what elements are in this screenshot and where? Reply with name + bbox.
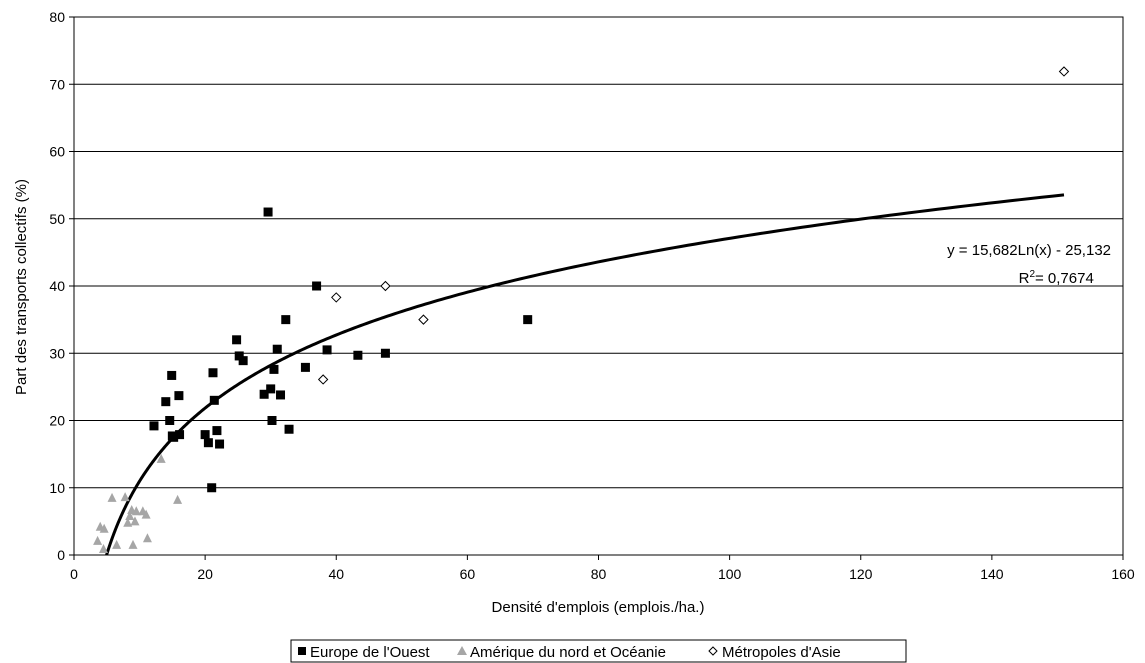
europe-point — [232, 335, 242, 345]
y-tick-label: 70 — [49, 76, 65, 92]
europe-point — [266, 384, 276, 394]
europe-point — [208, 368, 218, 378]
y-tick-label: 10 — [49, 480, 65, 496]
europe-point — [212, 426, 222, 436]
x-tick-label: 20 — [197, 566, 213, 582]
europe-point — [161, 397, 171, 407]
amerique-point — [141, 509, 151, 519]
amerique-point — [131, 506, 141, 516]
r-squared-value: = 0,7674 — [1035, 270, 1094, 287]
europe-point — [300, 362, 310, 372]
amerique-point — [156, 453, 166, 463]
europe-point — [281, 315, 291, 325]
europe-point — [169, 432, 179, 442]
amerique-point — [112, 539, 122, 549]
amerique-point — [93, 535, 103, 545]
europe-point — [312, 281, 322, 291]
europe-point — [175, 430, 185, 440]
asie-point — [331, 292, 342, 303]
europe-point — [215, 439, 225, 449]
legend-item-asie: Métropoles d'Asie — [708, 644, 841, 661]
legend-diamond-marker — [708, 646, 718, 656]
europe-point — [167, 370, 177, 380]
amerique-point — [123, 517, 133, 527]
x-tick-label: 40 — [328, 566, 344, 582]
trendline-equation: y = 15,682Ln(x) - 25,132 — [947, 242, 1111, 259]
europe-point — [165, 416, 175, 425]
europe-point — [238, 356, 248, 366]
europe-point — [174, 391, 184, 401]
asie-point — [380, 280, 391, 292]
amerique-point — [173, 494, 183, 504]
y-axis-title: Part des transports collectifs (%) — [13, 179, 30, 395]
asie-point — [317, 374, 329, 385]
europe-point — [263, 207, 273, 217]
y-tick-label: 20 — [49, 413, 65, 429]
x-tick-label: 140 — [980, 566, 1004, 582]
amerique-point — [128, 539, 138, 549]
trendline — [105, 193, 1065, 556]
europe-point — [203, 438, 213, 448]
europe-point — [207, 483, 217, 493]
europe-point — [353, 350, 363, 360]
legend-label-amerique: Amérique du nord et Océanie — [470, 644, 666, 661]
amerique-point — [130, 516, 140, 526]
y-tick-label: 50 — [49, 211, 65, 227]
x-tick-label: 60 — [460, 566, 476, 582]
y-tick-label: 0 — [57, 547, 65, 563]
y-tick-label: 80 — [49, 9, 65, 25]
europe-point — [267, 416, 277, 425]
x-axis-title: Densité d'emplois (emplois./ha.) — [492, 599, 705, 616]
legend-label-europe: Europe de l'Ouest — [310, 644, 430, 661]
amerique-point — [99, 523, 109, 533]
europe-point — [149, 421, 159, 431]
europe-point — [276, 390, 286, 400]
x-tick-label: 100 — [718, 566, 742, 582]
legend-label-asie: Métropoles d'Asie — [722, 644, 841, 661]
europe-point — [322, 345, 332, 355]
y-tick-label: 60 — [49, 144, 65, 160]
asie-point — [418, 314, 429, 325]
asie-point — [1058, 66, 1070, 77]
europe-point — [284, 424, 294, 434]
x-tick-label: 160 — [1111, 566, 1135, 582]
r-squared-label: R2 — [1019, 269, 1036, 287]
legend: Europe de l'Ouest Amérique du nord et Oc… — [290, 639, 907, 663]
amerique-point — [125, 510, 135, 520]
europe-point — [269, 364, 279, 374]
legend-item-amerique: Amérique du nord et Océanie — [457, 644, 666, 661]
x-tick-label: 0 — [70, 566, 78, 582]
legend-triangle-marker — [457, 646, 467, 655]
europe-point — [523, 315, 533, 325]
y-tick-label: 30 — [49, 345, 65, 361]
europe-point — [380, 348, 390, 358]
y-tick-label: 40 — [49, 278, 65, 294]
europe-point — [272, 344, 282, 354]
europe-point — [209, 395, 219, 405]
y-axis: 0 10 20 30 40 50 60 70 80 — [49, 9, 74, 563]
x-tick-label: 80 — [591, 566, 607, 582]
legend-item-europe: Europe de l'Ouest — [298, 644, 430, 661]
x-axis: 0 20 40 60 80 100 120 140 160 — [70, 555, 1135, 582]
europe-point — [234, 351, 244, 361]
amerique-point — [120, 492, 130, 502]
data-points — [93, 66, 1070, 553]
europe-point — [259, 389, 269, 399]
amerique-point — [142, 533, 152, 543]
amerique-point — [99, 543, 109, 553]
amerique-point — [107, 492, 117, 502]
legend-frame — [290, 639, 907, 663]
x-tick-label: 120 — [849, 566, 873, 582]
europe-point — [200, 430, 210, 440]
legend-square-marker — [298, 647, 306, 655]
trendline-group — [105, 193, 1065, 556]
